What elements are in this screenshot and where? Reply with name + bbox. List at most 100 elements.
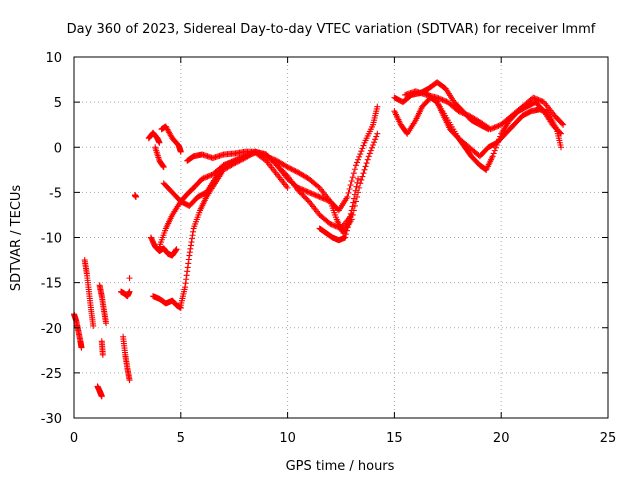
- data-point-plus: [351, 166, 358, 173]
- series-trace-o: [177, 103, 381, 309]
- series-trace-g: [120, 333, 133, 384]
- data-point-plus: [531, 95, 538, 102]
- data-points: [71, 79, 567, 400]
- data-point-plus: [559, 120, 566, 127]
- x-tick-label: 10: [279, 431, 296, 446]
- data-point-plus: [348, 207, 355, 214]
- data-point-plus: [276, 165, 283, 172]
- data-point-plus: [460, 110, 467, 117]
- data-point-plus: [360, 170, 367, 177]
- data-point-plus: [200, 175, 207, 182]
- data-point-plus: [458, 109, 465, 116]
- data-point-plus: [300, 192, 307, 199]
- data-point-plus: [374, 130, 381, 137]
- data-point-plus: [317, 194, 324, 201]
- data-point-plus: [352, 162, 359, 169]
- data-point-plus: [342, 234, 349, 241]
- data-point-plus: [252, 148, 259, 155]
- data-point-plus: [359, 173, 366, 180]
- data-point-plus: [126, 288, 133, 295]
- data-point-plus: [536, 97, 543, 104]
- y-tick-label: 10: [45, 51, 62, 66]
- data-point-plus: [284, 164, 291, 171]
- data-point-plus: [348, 178, 355, 185]
- data-point-plus: [356, 184, 363, 191]
- x-tick-label: 5: [177, 431, 185, 446]
- data-point-plus: [358, 176, 365, 183]
- data-point-plus: [303, 195, 310, 202]
- data-point-plus: [237, 154, 244, 161]
- data-point-plus: [272, 157, 279, 164]
- data-point-plus: [231, 157, 238, 164]
- data-point-plus: [235, 156, 242, 163]
- data-point-plus: [372, 136, 379, 143]
- data-point-plus: [264, 153, 271, 160]
- data-point-plus: [350, 199, 357, 206]
- data-point-plus: [292, 168, 299, 175]
- data-point-plus: [535, 96, 542, 103]
- data-point-plus: [126, 275, 133, 282]
- series-trace-e: [98, 338, 106, 358]
- data-point-plus: [362, 163, 369, 170]
- data-point-plus: [207, 172, 214, 179]
- data-point-plus: [299, 191, 306, 198]
- data-point-plus: [349, 203, 356, 210]
- data-point-plus: [487, 126, 494, 133]
- data-point-plus: [463, 111, 470, 118]
- data-point-plus: [280, 169, 287, 176]
- data-point-plus: [304, 197, 311, 204]
- data-point-plus: [223, 161, 230, 168]
- y-tick-label: 5: [54, 96, 62, 111]
- data-point-plus: [304, 188, 311, 195]
- data-point-plus: [366, 150, 373, 157]
- data-point-plus: [371, 139, 378, 146]
- data-point-plus: [331, 222, 338, 229]
- data-point-plus: [489, 153, 496, 160]
- data-point-plus: [132, 193, 139, 200]
- series-trace-r: [184, 130, 381, 236]
- data-point-plus: [349, 174, 356, 181]
- data-point-plus: [560, 121, 567, 128]
- data-point-plus: [370, 141, 377, 148]
- data-point-plus: [329, 222, 336, 229]
- data-point-plus: [319, 195, 326, 202]
- data-point-plus: [221, 161, 228, 168]
- data-point-plus: [236, 155, 243, 162]
- data-point-plus: [374, 103, 381, 110]
- data-point-plus: [291, 167, 298, 174]
- y-tick-label: -20: [41, 322, 62, 337]
- data-point-plus: [283, 171, 290, 178]
- data-point-plus: [156, 139, 163, 146]
- series-trace-s: [316, 175, 362, 244]
- series-trace-c: [94, 383, 105, 400]
- series-trace-n: [147, 234, 180, 259]
- data-point-plus: [220, 162, 227, 169]
- data-point-plus: [464, 112, 471, 119]
- data-point-plus: [436, 95, 443, 102]
- data-point-plus: [268, 155, 275, 162]
- data-point-plus: [530, 94, 537, 101]
- data-point-plus: [347, 182, 354, 189]
- data-point-plus: [300, 187, 307, 194]
- data-point-plus: [308, 190, 315, 197]
- data-point-plus: [345, 189, 352, 196]
- data-point-plus: [173, 246, 180, 253]
- data-point-plus: [271, 156, 278, 163]
- data-point-plus: [305, 189, 312, 196]
- data-point-plus: [253, 149, 260, 156]
- data-point-plus: [538, 97, 545, 104]
- data-point-plus: [201, 174, 208, 181]
- data-point-plus: [490, 125, 497, 132]
- data-point-plus: [233, 156, 240, 163]
- axis-ticks: 0 5 10 15 20 25 -30 -25 -20 -15 -10 -5 0 5 10: [41, 51, 617, 446]
- data-point-plus: [532, 95, 539, 102]
- data-point-plus: [256, 150, 263, 157]
- data-point-plus: [356, 153, 363, 160]
- data-point-plus: [491, 147, 498, 154]
- data-point-plus: [462, 110, 469, 117]
- data-point-plus: [296, 188, 303, 195]
- data-point-plus: [255, 149, 262, 156]
- data-point-plus: [494, 123, 501, 130]
- data-point-plus: [232, 157, 239, 164]
- data-point-plus: [328, 221, 335, 228]
